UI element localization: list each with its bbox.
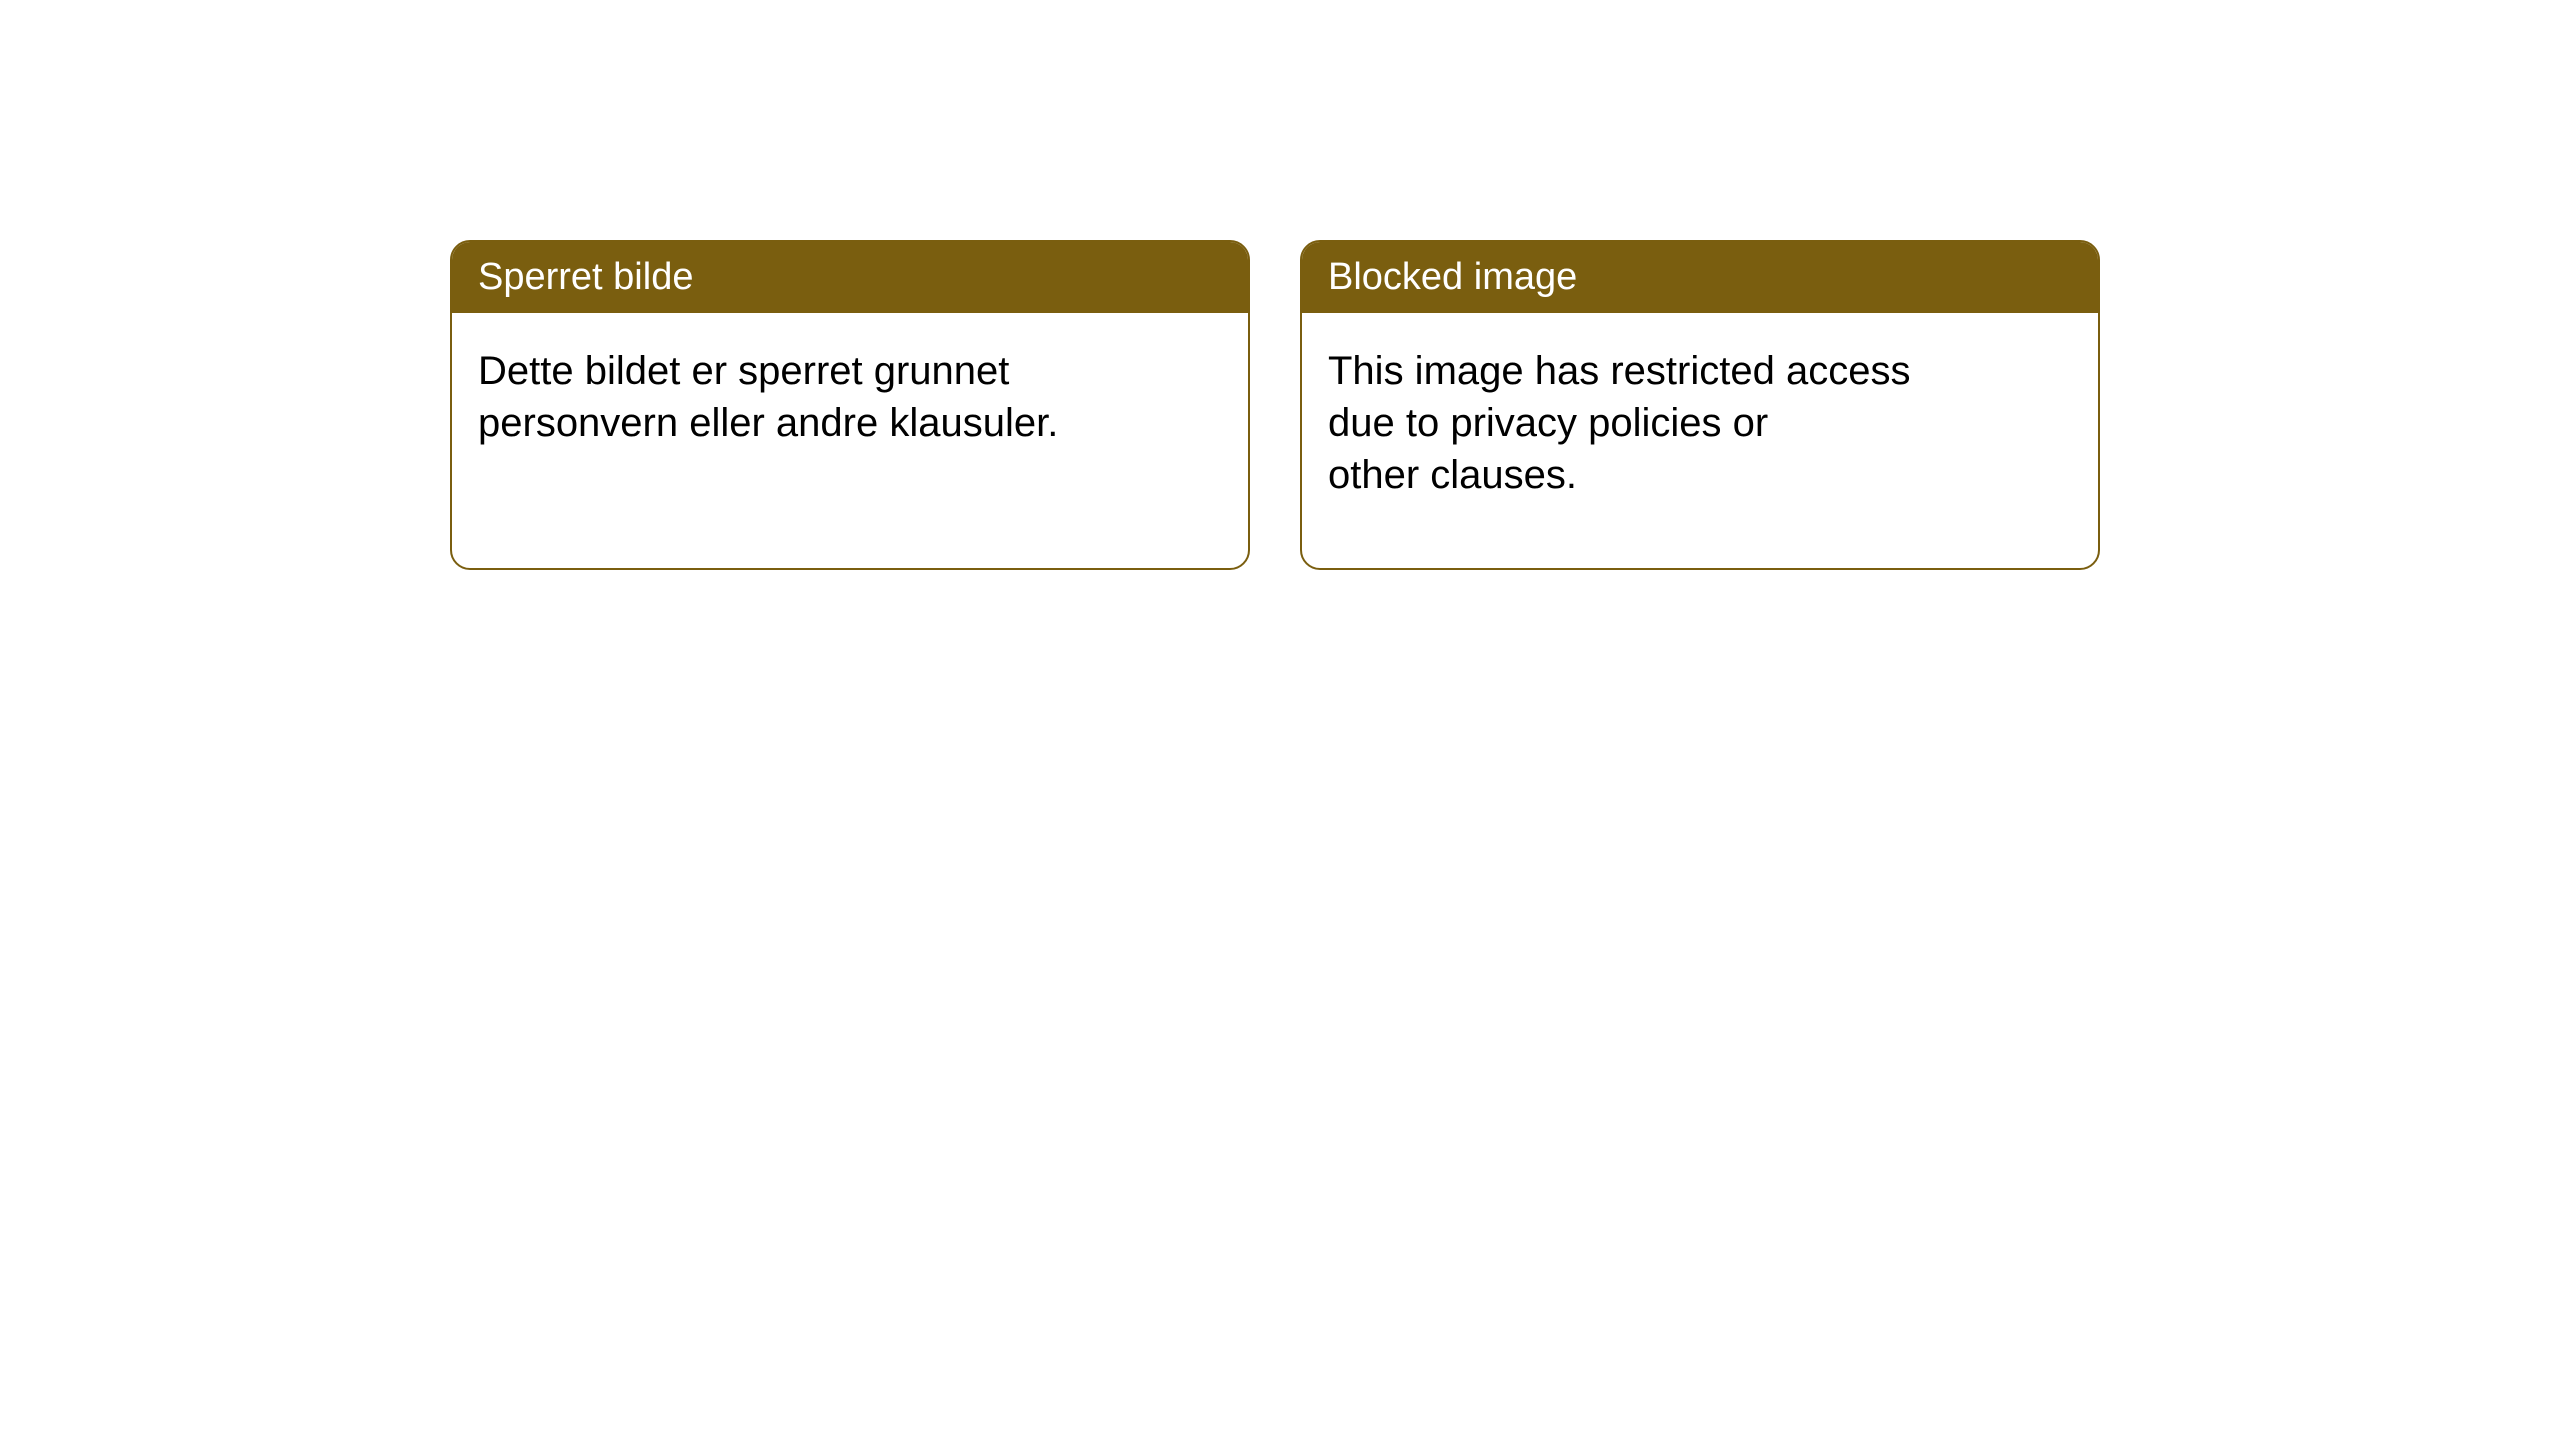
notice-body-english: This image has restricted access due to … [1302,313,2098,533]
notice-container: Sperret bilde Dette bildet er sperret gr… [0,0,2560,570]
notice-card-english: Blocked image This image has restricted … [1300,240,2100,570]
notice-card-norwegian: Sperret bilde Dette bildet er sperret gr… [450,240,1250,570]
notice-header-english: Blocked image [1302,242,2098,313]
notice-header-norwegian: Sperret bilde [452,242,1248,313]
notice-body-norwegian: Dette bildet er sperret grunnet personve… [452,313,1248,481]
